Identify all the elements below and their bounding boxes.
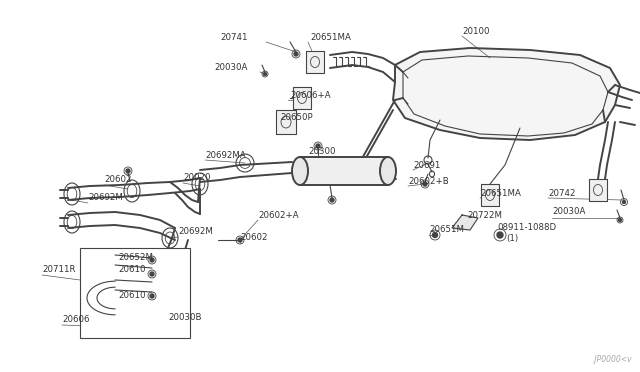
Circle shape bbox=[294, 52, 298, 56]
Text: 08911-1088D: 08911-1088D bbox=[497, 224, 556, 232]
Text: 20602+B: 20602+B bbox=[408, 177, 449, 186]
Text: 20030A: 20030A bbox=[214, 64, 248, 73]
Text: 20742: 20742 bbox=[548, 189, 575, 198]
Bar bbox=[80, 248, 190, 338]
Text: 20711R: 20711R bbox=[42, 266, 76, 275]
Bar bbox=[293, 87, 311, 109]
Circle shape bbox=[618, 218, 621, 221]
Circle shape bbox=[623, 201, 625, 203]
Text: 20651MA: 20651MA bbox=[480, 189, 521, 198]
Bar bbox=[481, 184, 499, 206]
Bar bbox=[300, 157, 388, 185]
Text: 20741: 20741 bbox=[221, 33, 248, 42]
Polygon shape bbox=[452, 215, 478, 230]
Text: 20650P: 20650P bbox=[280, 113, 312, 122]
Circle shape bbox=[150, 294, 154, 298]
Text: 20602: 20602 bbox=[104, 176, 131, 185]
Circle shape bbox=[433, 232, 438, 237]
Bar bbox=[589, 179, 607, 201]
Circle shape bbox=[497, 232, 503, 238]
Text: 20300: 20300 bbox=[308, 148, 335, 157]
Circle shape bbox=[150, 258, 154, 262]
Circle shape bbox=[126, 169, 130, 173]
Text: 20606+A: 20606+A bbox=[290, 90, 331, 99]
Bar bbox=[306, 51, 324, 73]
Text: 20722M: 20722M bbox=[467, 211, 502, 219]
Text: (1): (1) bbox=[506, 234, 518, 244]
Text: 20030B: 20030B bbox=[168, 314, 202, 323]
Text: .JP0000<v: .JP0000<v bbox=[593, 355, 632, 364]
Circle shape bbox=[264, 73, 266, 76]
Circle shape bbox=[150, 272, 154, 276]
Text: 20100: 20100 bbox=[462, 28, 490, 36]
Text: 20606: 20606 bbox=[62, 315, 90, 324]
Ellipse shape bbox=[380, 157, 396, 185]
Circle shape bbox=[423, 182, 427, 186]
Circle shape bbox=[86, 328, 90, 332]
Circle shape bbox=[238, 238, 242, 242]
Text: 20030A: 20030A bbox=[552, 208, 586, 217]
Text: 20602: 20602 bbox=[240, 234, 268, 243]
Text: 20610: 20610 bbox=[118, 292, 145, 301]
Text: 20020: 20020 bbox=[183, 173, 211, 183]
Polygon shape bbox=[393, 48, 620, 140]
Text: 20692M: 20692M bbox=[178, 228, 213, 237]
Text: 20651M: 20651M bbox=[429, 225, 464, 234]
Text: 20692M: 20692M bbox=[88, 193, 123, 202]
Ellipse shape bbox=[292, 157, 308, 185]
Text: 20602+A: 20602+A bbox=[258, 211, 299, 219]
Text: 20692MA: 20692MA bbox=[205, 151, 246, 160]
Text: 20652M: 20652M bbox=[118, 253, 153, 263]
Text: 20610: 20610 bbox=[118, 266, 145, 275]
Text: 20691: 20691 bbox=[413, 160, 440, 170]
Bar bbox=[276, 110, 296, 134]
Text: 20651MA: 20651MA bbox=[310, 33, 351, 42]
Circle shape bbox=[181, 322, 185, 326]
Circle shape bbox=[316, 144, 320, 148]
Circle shape bbox=[330, 198, 334, 202]
